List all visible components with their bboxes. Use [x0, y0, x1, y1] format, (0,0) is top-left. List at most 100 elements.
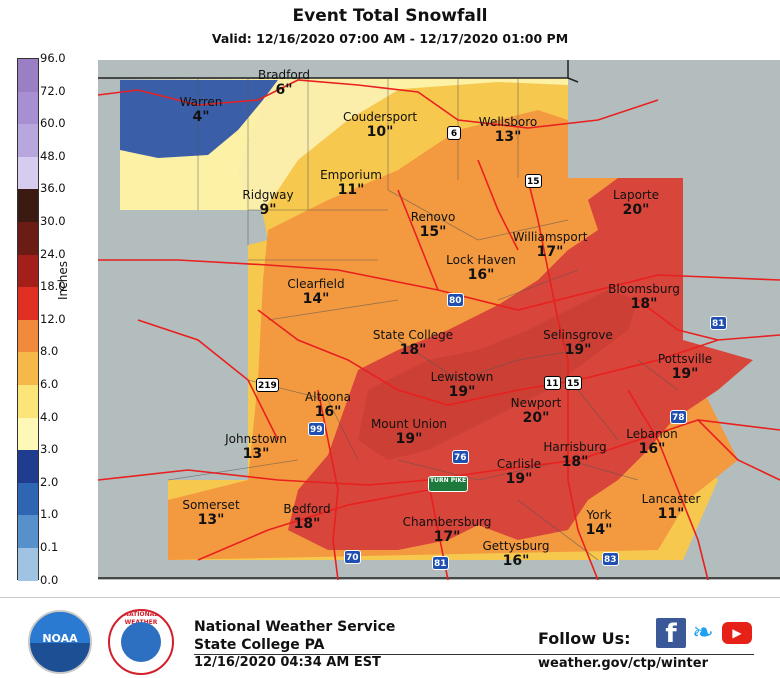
legend-label: 6.0 [40, 377, 59, 391]
city-label: Gettysburg 16" [482, 539, 549, 569]
city-label: Chambersburg 17" [403, 515, 492, 545]
city-name: Altoona [305, 390, 351, 404]
zone-pale-yellow [238, 78, 398, 210]
city-label: Lewistown 19" [431, 370, 494, 400]
city-name: Newport [510, 396, 562, 410]
city-label: Williamsport 17" [513, 230, 588, 260]
nws-logo[interactable]: NATIONAL WEATHER SERVICE [108, 609, 174, 675]
zone-dark-red [358, 290, 638, 460]
color-legend [17, 58, 39, 581]
website-link[interactable]: weather.gov/ctp/winter [538, 656, 708, 671]
city-label: Coudersport 10" [343, 110, 417, 140]
state-border [98, 60, 780, 579]
city-label: Pottsville 19" [658, 352, 712, 382]
city-label: Emporium 11" [320, 168, 382, 198]
snowfall-amount: 10" [366, 124, 394, 140]
city-label: Bedford 18" [283, 502, 330, 532]
city-name: Lock Haven [446, 253, 516, 267]
legend-label: 8.0 [40, 344, 59, 359]
snowfall-amount: 16" [314, 404, 342, 420]
snowfall-amount: 18" [293, 516, 321, 532]
valid-period: Valid: 12/16/2020 07:00 AM - 12/17/2020 … [211, 31, 569, 46]
twitter-icon[interactable]: ❧ [692, 618, 714, 648]
legend-band [18, 59, 38, 92]
snowfall-amount: 19" [564, 342, 592, 358]
snowfall-amount: 20" [522, 410, 550, 426]
legend-band [18, 222, 38, 255]
legend-label: 18.0 [40, 279, 66, 294]
youtube-icon[interactable]: ▶ [722, 622, 752, 644]
legend-label: 60.0 [40, 116, 66, 131]
route-shield: 80 [447, 293, 464, 307]
legend-band [18, 548, 38, 581]
snowfall-amount: 13" [494, 129, 522, 145]
route-shield: 83 [602, 552, 619, 566]
follow-us-label: Follow Us: [538, 629, 631, 648]
snowfall-amount: 18" [561, 454, 589, 470]
city-name: Somerset [182, 498, 240, 512]
legend-band [18, 156, 38, 190]
legend-label: 2.0 [40, 474, 59, 489]
snowfall-amount: 16" [502, 553, 530, 569]
snowfall-amount: 4" [192, 109, 210, 125]
snowfall-amount: 11" [657, 506, 685, 522]
map-title: Event Total Snowfall [292, 6, 488, 26]
city-name: Laporte [612, 188, 660, 202]
route-shield: TURN PIKE [428, 476, 469, 492]
city-label: Bradford 6" [258, 68, 310, 98]
snowfall-amount: 15" [419, 224, 447, 240]
route-shield: 70 [344, 550, 361, 564]
city-label: Lancaster 11" [642, 492, 701, 522]
legend-label: 24.0 [40, 246, 66, 261]
city-label: Lock Haven 16" [446, 253, 516, 283]
city-label: Ridgway 9" [242, 188, 293, 218]
route-shield: 78 [670, 410, 687, 424]
route-shield: 15 [525, 174, 542, 188]
city-name: Emporium [320, 168, 382, 182]
snowfall-amount: 17" [433, 529, 461, 545]
snowfall-amount: 14" [302, 291, 330, 307]
city-label: Laporte 20" [613, 188, 659, 218]
facebook-icon[interactable]: f [656, 618, 686, 649]
city-name: Wellsboro [478, 115, 538, 129]
legend-band [18, 254, 38, 288]
city-name: Warren [179, 95, 223, 109]
noaa-logo-sky [30, 612, 90, 644]
city-name: Williamsport [512, 230, 588, 244]
city-label: York 14" [586, 508, 613, 538]
snowfall-amount: 13" [242, 446, 270, 462]
legend-band [18, 319, 38, 353]
legend-band [18, 385, 38, 418]
city-name: Bedford [283, 502, 331, 516]
noaa-logo[interactable]: NOAA [28, 610, 92, 674]
city-name: Johnstown [225, 432, 287, 446]
city-label: Clearfield 14" [287, 277, 344, 307]
city-label: Carlisle 19" [497, 457, 541, 487]
legend-label: 1.0 [40, 507, 59, 522]
city-name: Bloomsburg [608, 282, 680, 296]
legend-label: 30.0 [40, 214, 66, 228]
legend-label: 48.0 [40, 148, 66, 163]
city-name: Ridgway [242, 188, 294, 202]
city-label: Newport 20" [511, 396, 562, 426]
map-graphics [98, 60, 780, 580]
city-name: Renovo [410, 210, 456, 224]
route-shield: 76 [452, 450, 469, 464]
snowfall-amount: 18" [399, 342, 427, 358]
office-name: National Weather Service [194, 619, 396, 635]
route-shield: 99 [308, 422, 325, 436]
footer-rule [194, 654, 754, 655]
issued-time: 12/16/2020 04:34 AM EST [194, 655, 381, 670]
legend-label: 12.0 [40, 311, 66, 326]
legend-label: 4.0 [40, 409, 59, 424]
legend-label: 96.0 [40, 51, 66, 65]
city-name: Pottsville [657, 352, 713, 366]
legend-band [18, 417, 38, 451]
city-name: Gettysburg [482, 539, 550, 553]
route-shield: 81 [710, 316, 727, 330]
footer-divider [0, 597, 780, 598]
snowfall-amount: 20" [622, 202, 650, 218]
legend-band [18, 450, 38, 483]
city-label: Lebanon 16" [626, 427, 677, 457]
route-shield: 81 [432, 556, 449, 570]
